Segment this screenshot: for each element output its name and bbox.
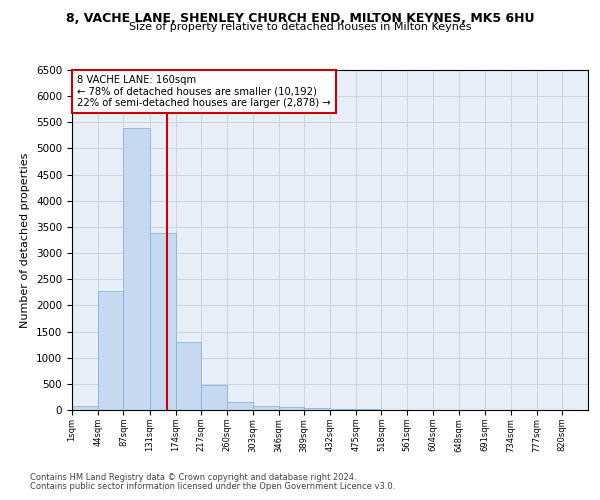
Bar — [150, 233, 176, 410]
Bar — [176, 342, 201, 410]
Bar — [304, 408, 330, 410]
Text: Contains HM Land Registry data © Crown copyright and database right 2024.: Contains HM Land Registry data © Crown c… — [30, 474, 356, 482]
Bar — [330, 409, 356, 410]
Bar — [98, 290, 124, 410]
Text: 8, VACHE LANE, SHENLEY CHURCH END, MILTON KEYNES, MK5 6HU: 8, VACHE LANE, SHENLEY CHURCH END, MILTO… — [66, 12, 534, 26]
Text: Size of property relative to detached houses in Milton Keynes: Size of property relative to detached ho… — [129, 22, 471, 32]
Bar — [201, 385, 227, 410]
Bar — [278, 407, 304, 410]
Bar — [227, 402, 253, 410]
Bar — [253, 406, 278, 410]
Text: Contains public sector information licensed under the Open Government Licence v3: Contains public sector information licen… — [30, 482, 395, 491]
Y-axis label: Number of detached properties: Number of detached properties — [20, 152, 31, 328]
Bar — [72, 406, 98, 410]
Text: 8 VACHE LANE: 160sqm
← 78% of detached houses are smaller (10,192)
22% of semi-d: 8 VACHE LANE: 160sqm ← 78% of detached h… — [77, 75, 331, 108]
Bar — [124, 128, 150, 410]
